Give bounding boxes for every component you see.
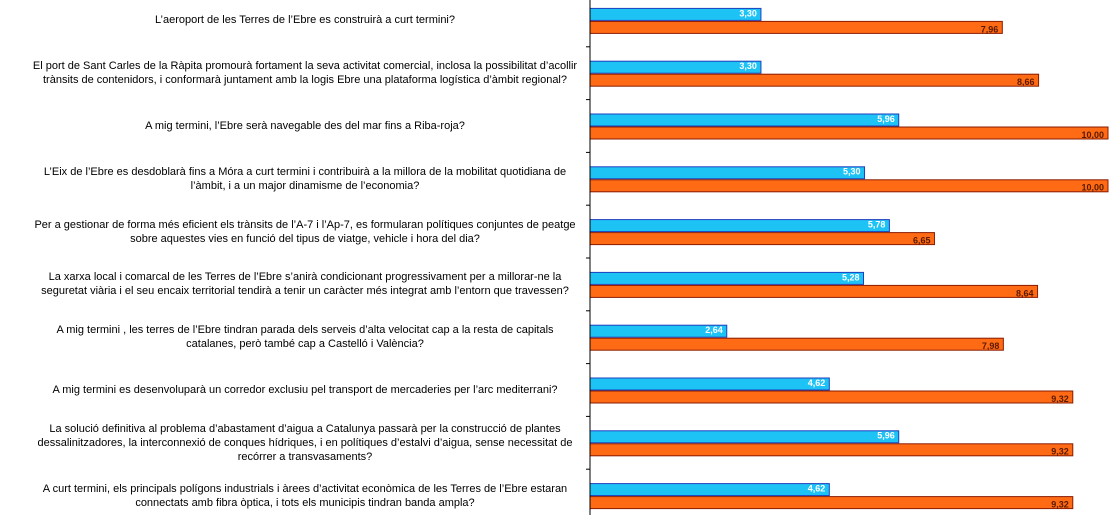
value-label: 3,30 <box>739 8 757 18</box>
value-label: 9,32 <box>1051 499 1069 509</box>
bar <box>589 443 1074 457</box>
value-label: 5,96 <box>877 431 895 441</box>
bar <box>589 390 1074 404</box>
bar <box>589 337 1004 351</box>
category-label: El port de Sant Carles de la Ràpita prom… <box>32 60 578 87</box>
bar <box>589 20 1003 34</box>
value-label: 5,28 <box>842 272 860 282</box>
category-label: L’aeroport de les Terres de l’Ebre es co… <box>155 14 455 27</box>
category-label: A curt termini, els principals polígons … <box>42 482 568 509</box>
value-label: 10,00 <box>1081 130 1104 140</box>
bar <box>589 271 865 285</box>
value-label: 4,62 <box>808 483 826 493</box>
value-label: 5,96 <box>877 114 895 124</box>
bar <box>589 284 1039 298</box>
bar <box>589 126 1109 140</box>
bar <box>589 232 935 246</box>
category-label: A mig termini, l’Ebre serà navegable des… <box>145 119 465 132</box>
category-label: La solució definitiva al problema d’abas… <box>37 422 573 463</box>
value-label: 5,30 <box>843 167 861 177</box>
value-label: 7,98 <box>982 341 1000 351</box>
category-label: La xarxa local i comarcal de les Terres … <box>41 271 569 298</box>
bar <box>589 166 866 180</box>
value-label: 8,66 <box>1017 77 1035 87</box>
bar <box>589 430 900 444</box>
category-label: A mig termini es desenvoluparà un corred… <box>52 383 558 396</box>
value-label: 4,62 <box>808 378 826 388</box>
category-label: L’Eix de l’Ebre es desdoblarà fins a Mór… <box>43 165 567 192</box>
value-label: 6,65 <box>913 235 931 245</box>
value-label: 9,32 <box>1051 447 1069 457</box>
value-label: 2,64 <box>705 325 723 335</box>
bar <box>589 73 1040 87</box>
bar <box>589 483 830 497</box>
value-label: 5,78 <box>868 219 886 229</box>
bar <box>589 496 1074 510</box>
value-label: 3,30 <box>739 61 757 71</box>
category-label: A mig termini , les terres de l’Ebre tin… <box>56 324 554 351</box>
bar <box>589 7 762 21</box>
bar <box>589 179 1109 193</box>
bar <box>589 377 830 391</box>
value-label: 9,32 <box>1051 394 1069 404</box>
bar <box>589 219 890 233</box>
bar <box>589 113 900 127</box>
category-label: Per a gestionar de forma més eficient el… <box>34 218 576 245</box>
value-label: 7,96 <box>981 24 999 34</box>
bar <box>589 60 762 74</box>
value-label: 8,64 <box>1016 288 1034 298</box>
value-label: 10,00 <box>1081 183 1104 193</box>
